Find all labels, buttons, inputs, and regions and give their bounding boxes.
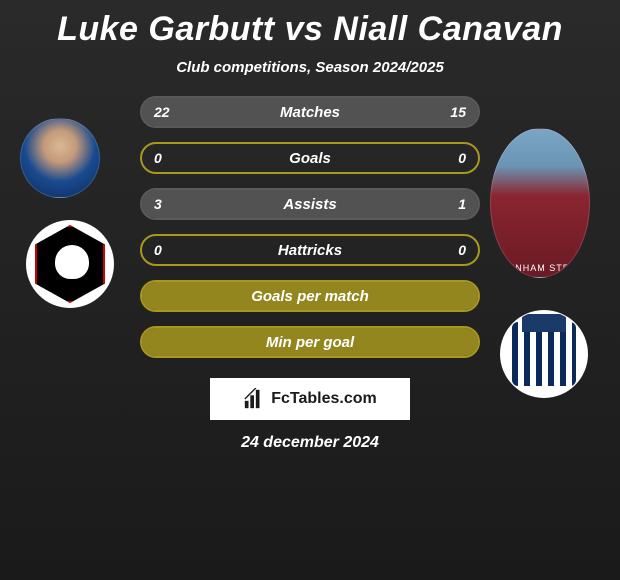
date-text: 24 december 2024 (0, 434, 620, 452)
stat-value-left: 0 (154, 242, 162, 258)
stat-bar: Min per goal (140, 326, 480, 358)
lion-icon (55, 245, 89, 279)
stat-bar: Goals per match (140, 280, 480, 312)
stat-label: Goals per match (251, 288, 369, 305)
page-title: Luke Garbutt vs Niall Canavan (0, 0, 620, 49)
stat-label: Matches (280, 104, 340, 121)
club-badge-right (500, 310, 588, 398)
subtitle: Club competitions, Season 2024/2025 (0, 59, 620, 76)
stat-bar: 0 0 Hattricks (140, 234, 480, 266)
stat-bar: 3 1 Assists (140, 188, 480, 220)
stat-fill-left (142, 190, 394, 218)
stats-container: 22 15 Matches 0 0 Goals 3 1 Assists 0 0 Hattricks Go… (140, 96, 480, 358)
stat-bar: 22 15 Matches (140, 96, 480, 128)
barrow-shield-icon (512, 322, 576, 386)
stat-label: Hattricks (278, 242, 342, 259)
barrow-ship-icon (522, 314, 566, 332)
stat-value-left: 3 (154, 196, 162, 212)
stat-value-right: 1 (458, 196, 466, 212)
stat-bar: 0 0 Goals (140, 142, 480, 174)
stat-value-right: 0 (458, 242, 466, 258)
stat-label: Min per goal (266, 334, 354, 351)
sponsor-text: RAINHAM STEEL (491, 263, 589, 273)
stat-value-right: 15 (450, 104, 466, 120)
player-right-avatar: RAINHAM STEEL (490, 128, 590, 278)
stat-label: Goals (289, 150, 331, 167)
stat-value-left: 0 (154, 150, 162, 166)
site-badge: FcTables.com (210, 378, 410, 420)
player-left-avatar (20, 118, 100, 198)
bars-icon (243, 388, 265, 410)
club-badge-left (26, 220, 114, 308)
salford-shield-icon (35, 225, 105, 303)
stat-label: Assists (283, 196, 336, 213)
stat-value-left: 22 (154, 104, 170, 120)
stat-value-right: 0 (458, 150, 466, 166)
site-name: FcTables.com (271, 390, 377, 408)
